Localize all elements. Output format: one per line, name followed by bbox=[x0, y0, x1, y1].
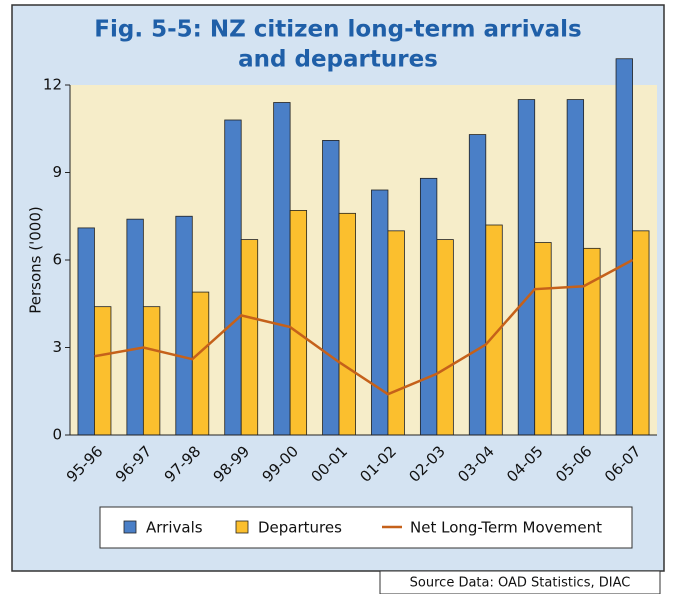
bar bbox=[517, 99, 536, 436]
bar bbox=[419, 177, 438, 436]
y-tick-label: 0 bbox=[52, 426, 62, 444]
bar bbox=[273, 102, 291, 436]
bar bbox=[224, 119, 242, 436]
bar bbox=[468, 134, 487, 436]
bar bbox=[94, 306, 112, 436]
legend-swatch bbox=[235, 520, 249, 534]
legend-label: Departures bbox=[258, 519, 342, 537]
bar bbox=[583, 247, 601, 436]
legend-label: Net Long-Term Movement bbox=[410, 519, 602, 537]
legend-label: Arrivals bbox=[146, 519, 203, 537]
bar bbox=[175, 215, 193, 436]
y-tick-label: 3 bbox=[52, 338, 62, 356]
chart-title: Fig. 5-5: NZ citizen long-term arrivals bbox=[94, 17, 581, 43]
bar bbox=[142, 306, 161, 436]
bar bbox=[615, 58, 633, 436]
legend bbox=[99, 506, 633, 549]
bar bbox=[77, 227, 95, 436]
bar bbox=[240, 239, 259, 436]
bar bbox=[338, 212, 356, 436]
source-box bbox=[379, 570, 661, 594]
y-tick-label: 9 bbox=[52, 163, 62, 181]
bar bbox=[534, 242, 552, 436]
bar bbox=[289, 210, 308, 436]
bar bbox=[322, 140, 340, 436]
bar bbox=[371, 189, 389, 436]
y-axis-label: Persons ('000) bbox=[27, 206, 45, 313]
chart-title: and departures bbox=[238, 47, 438, 73]
bar bbox=[387, 230, 405, 436]
y-tick-label: 6 bbox=[52, 251, 62, 269]
bar bbox=[566, 99, 585, 436]
y-tick-label: 12 bbox=[43, 76, 62, 94]
source: Source Data: OAD Statistics, DIAC bbox=[410, 576, 631, 591]
legend-swatch bbox=[123, 520, 137, 534]
bar bbox=[126, 218, 144, 436]
bar bbox=[191, 291, 210, 436]
bar bbox=[632, 230, 650, 436]
bar bbox=[436, 239, 454, 436]
line bbox=[94, 258, 634, 396]
